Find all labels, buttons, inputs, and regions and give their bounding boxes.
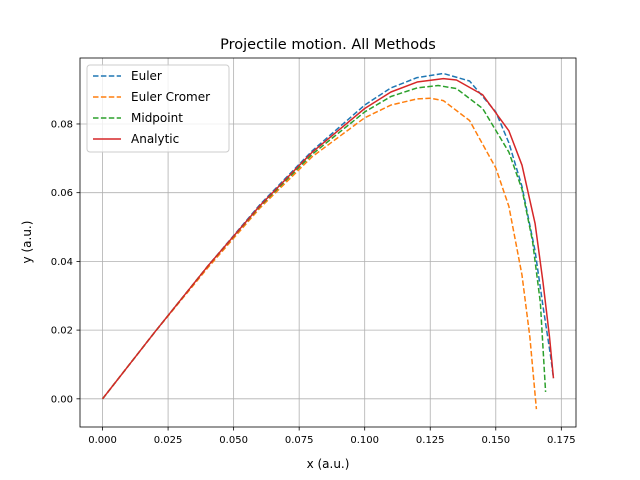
y-axis-label: y (a.u.) [20,221,34,264]
x-tick-label: 0.175 [547,435,576,446]
x-tick-label: 0.100 [350,435,379,446]
series-lines [101,72,555,410]
x-tick-label: 0.000 [88,435,117,446]
x-tick-label: 0.075 [285,435,314,446]
x-axis-ticks: 0.000 0.025 0.050 0.075 0.100 0.125 0.150 0.175 [88,427,576,446]
legend-label: Analytic [131,132,179,146]
y-tick-label: 0.06 [51,188,73,199]
x-axis-label: x (a.u.) [307,457,350,471]
y-tick-label: 0.00 [51,394,73,405]
series-line-euler-cromer [101,97,538,410]
x-tick-label: 0.050 [219,435,248,446]
y-tick-label: 0.08 [51,119,73,130]
x-tick-label: 0.025 [154,435,183,446]
legend-label: Midpoint [131,111,183,125]
plot-frame [79,57,577,428]
y-tick-label: 0.02 [51,326,73,337]
legend-label: Euler [131,69,162,83]
x-tick-label: 0.150 [481,435,510,446]
y-axis-ticks: 0.00 0.02 0.04 0.06 0.08 [51,119,80,405]
chart-title: Projectile motion. All Methods [220,37,436,53]
y-tick-label: 0.04 [51,257,73,268]
grid [80,58,576,427]
x-tick-label: 0.125 [416,435,445,446]
legend-box [86,64,230,153]
series-line-analytic [101,77,555,400]
legend-label: Euler Cromer [131,90,210,104]
legend: Euler Euler Cromer Midpoint Analytic [86,64,230,153]
